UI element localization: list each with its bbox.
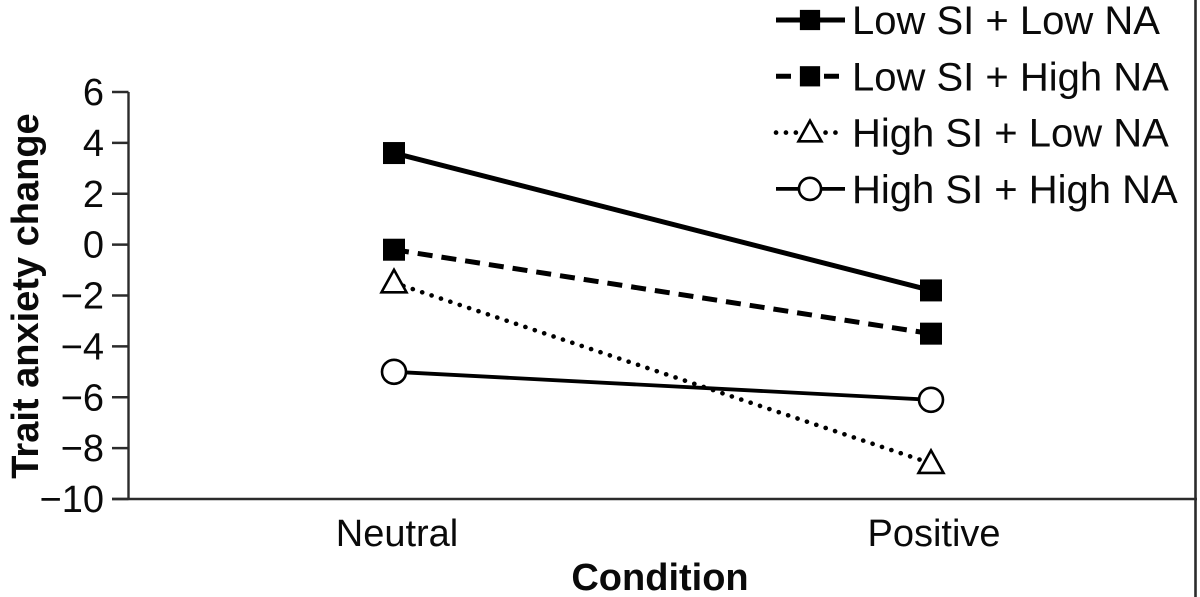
series-2-marker-1 xyxy=(916,447,946,475)
legend-marker xyxy=(799,9,821,31)
legend-label: Low SI + Low NA xyxy=(852,0,1160,43)
series-0-marker-0 xyxy=(383,142,405,165)
series-1-marker-0 xyxy=(383,238,405,261)
series-3-marker-0 xyxy=(380,358,408,386)
legend-marker xyxy=(797,176,823,202)
x-category-label-neutral: Neutral xyxy=(336,513,459,555)
legend-marker xyxy=(799,66,821,87)
series-2-marker-0 xyxy=(379,267,409,294)
series-line-3 xyxy=(393,369,932,402)
y-tick-label: −8 xyxy=(61,428,104,470)
legend-label: High SI + High NA xyxy=(852,168,1178,212)
series-3-marker-1 xyxy=(917,386,945,414)
y-tick-label: 6 xyxy=(83,72,104,114)
series-line-0 xyxy=(393,150,932,293)
x-category-label-positive: Positive xyxy=(867,513,1000,555)
series-line-2 xyxy=(391,280,934,466)
y-tick-label: 2 xyxy=(83,174,104,216)
y-tick-label: −4 xyxy=(61,326,104,368)
y-tick-label: −10 xyxy=(40,479,104,521)
x-axis-title: Condition xyxy=(571,557,748,597)
series-1-marker-1 xyxy=(920,322,942,345)
y-tick-label: 4 xyxy=(83,123,104,165)
series-line-1 xyxy=(393,247,932,337)
legend-item: Low SI + High NA xyxy=(776,55,1169,99)
y-axis-title: Trait anxiety change xyxy=(5,113,47,478)
y-tick-label: −2 xyxy=(61,276,104,318)
y-tick-label: 0 xyxy=(83,225,104,267)
legend-label: Low SI + High NA xyxy=(852,55,1169,99)
legend-item: High SI + Low NA xyxy=(773,112,1169,156)
series-0-marker-1 xyxy=(920,279,942,302)
y-tick-label: −6 xyxy=(61,377,104,419)
chart-generated-layer: 6 4 2 0 −2 −4 −6 −8 −10 Low SI + Low NA Low SI + H… xyxy=(40,0,1197,597)
legend-item: Low SI + Low NA xyxy=(776,0,1160,43)
legend-item: High SI + High NA xyxy=(776,168,1178,212)
legend-label: High SI + Low NA xyxy=(852,112,1169,156)
legend-marker xyxy=(796,117,824,143)
